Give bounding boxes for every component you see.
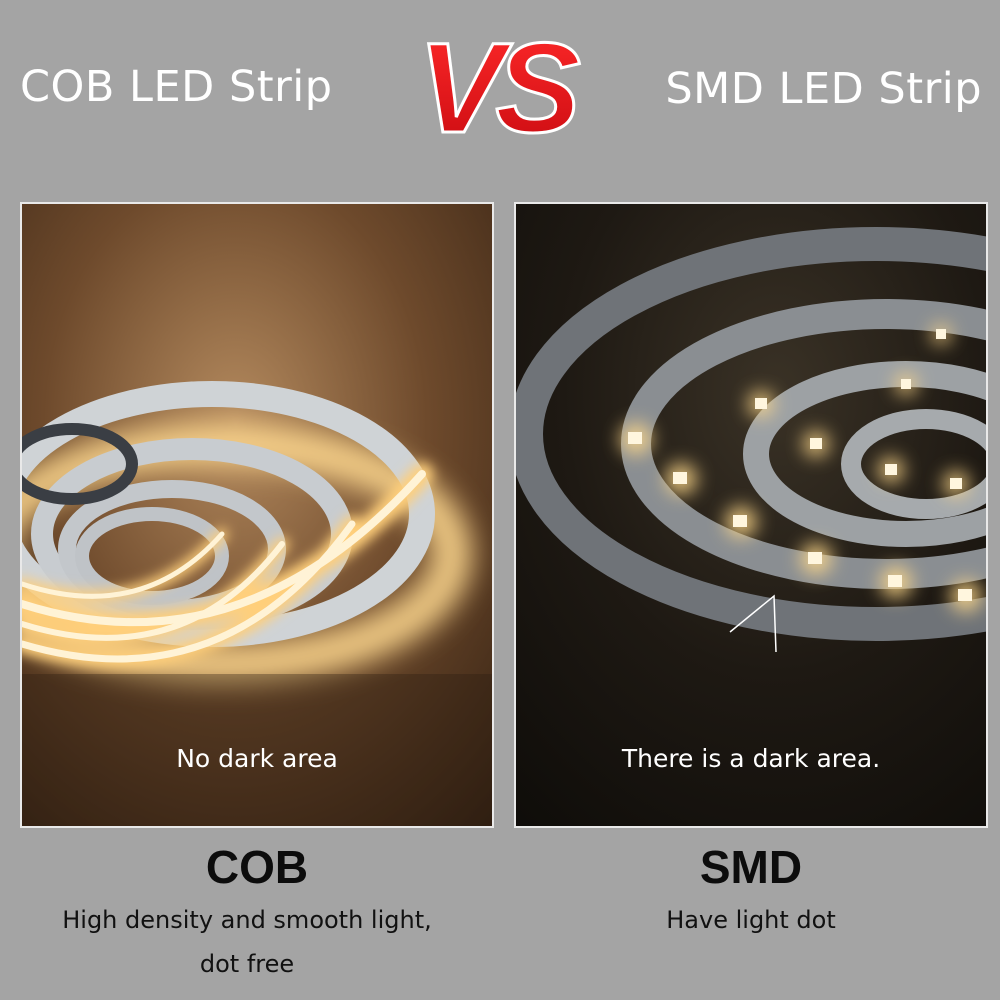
cob-strip-illustration bbox=[22, 204, 492, 826]
vs-logo: VS bbox=[417, 22, 590, 152]
smd-caption: There is a dark area. bbox=[621, 744, 881, 773]
cob-label: COB bbox=[205, 841, 309, 893]
smd-photo-panel: There is a dark area. bbox=[514, 202, 988, 828]
smd-description: Have light dot bbox=[514, 898, 988, 942]
cob-description-line1: High density and smooth light, bbox=[62, 906, 432, 934]
smd-strip-illustration bbox=[516, 204, 986, 826]
vs-text: VS bbox=[418, 22, 580, 152]
cob-caption: No dark area bbox=[176, 744, 338, 773]
cob-description: High density and smooth light, dot free bbox=[10, 898, 484, 986]
cob-header-title: COB LED Strip bbox=[20, 62, 333, 112]
smd-header-title: SMD LED Strip bbox=[665, 64, 982, 114]
cob-photo-panel: No dark area bbox=[20, 202, 494, 828]
cob-description-line2: dot free bbox=[199, 950, 295, 978]
smd-label: SMD bbox=[699, 841, 803, 893]
smd-description-line1: Have light dot bbox=[666, 906, 836, 934]
